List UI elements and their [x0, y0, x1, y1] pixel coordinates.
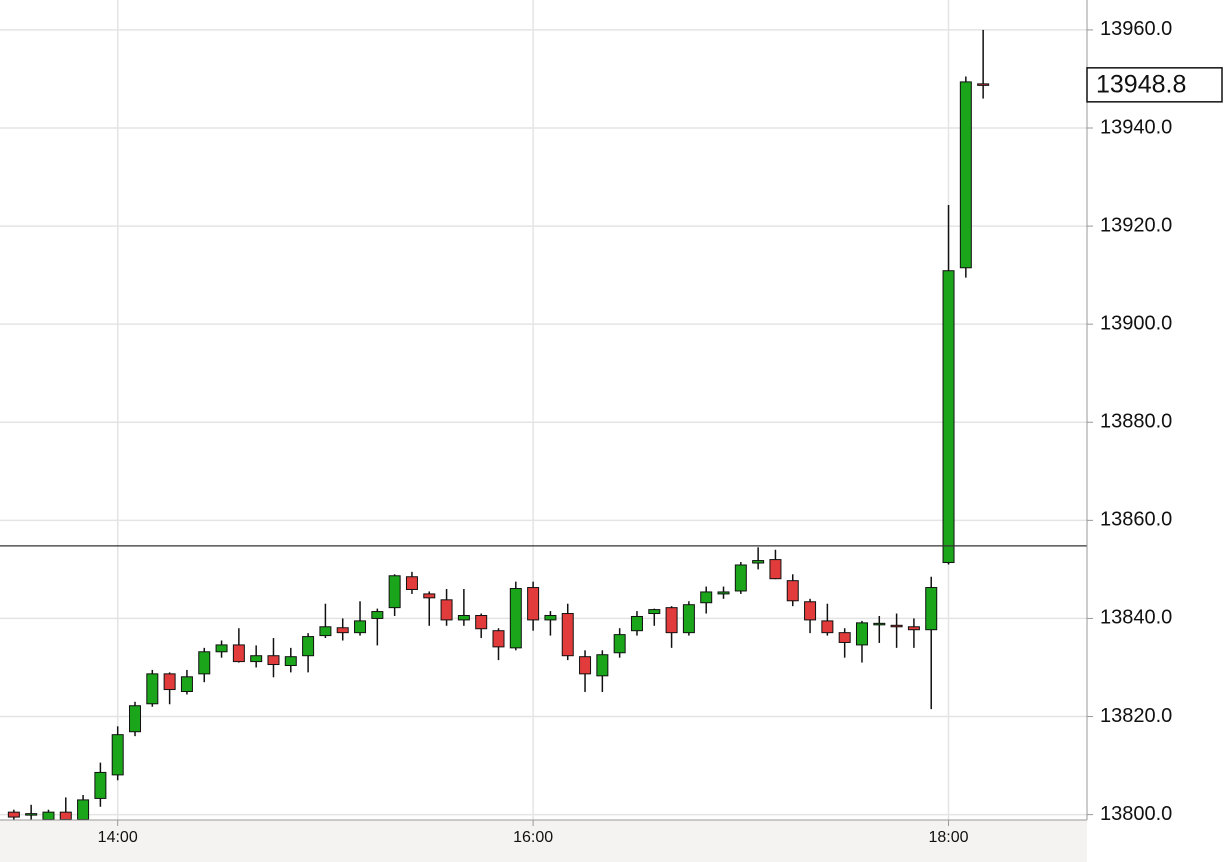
- candle-body: [977, 83, 990, 86]
- candle-body: [596, 654, 609, 677]
- candle-body: [163, 673, 176, 691]
- y-tick-label: 13920.0: [1100, 214, 1172, 236]
- candle-body: [25, 813, 38, 816]
- x-tick-label: 16:00: [513, 829, 553, 846]
- last-price-box: [1086, 67, 1223, 103]
- candle-body: [561, 613, 574, 657]
- candle-body: [492, 630, 505, 648]
- candle-body: [77, 799, 90, 821]
- y-tick-label: 13860.0: [1100, 509, 1172, 531]
- candle-body: [942, 270, 955, 564]
- candle-body: [284, 656, 297, 667]
- candle-body: [804, 601, 817, 621]
- candle-body: [423, 593, 436, 599]
- candle-body: [388, 575, 401, 609]
- candle-body: [180, 676, 193, 693]
- candle-body: [319, 626, 332, 637]
- x-tick-label: 18:00: [929, 829, 969, 846]
- candle-body: [769, 559, 782, 580]
- candle-body: [198, 651, 211, 675]
- candle-body: [405, 576, 418, 590]
- y-tick-label: 13840.0: [1100, 607, 1172, 629]
- candle-body: [734, 564, 747, 592]
- candle-body: [630, 615, 643, 632]
- candle-body: [682, 604, 695, 634]
- candle-body: [250, 655, 263, 663]
- candle-body: [232, 644, 245, 663]
- price-axis-band: [1087, 0, 1232, 862]
- grid: [0, 0, 1087, 820]
- candle-body: [648, 609, 661, 615]
- candle-body: [302, 636, 315, 657]
- candle-body: [111, 734, 124, 776]
- candle-body: [907, 626, 920, 631]
- candle-body: [215, 644, 228, 653]
- candle-body: [371, 611, 384, 619]
- candle-body: [7, 811, 20, 818]
- candle-body: [613, 634, 626, 654]
- candles: [0, 29, 1087, 821]
- candle-body: [129, 705, 142, 733]
- candle-body: [336, 627, 349, 634]
- candle-body: [354, 620, 367, 634]
- candle-body: [855, 622, 868, 646]
- candle-body: [59, 811, 72, 821]
- candle-body: [457, 614, 470, 621]
- candle-body: [94, 771, 107, 799]
- axes: 13800.0 13820.0 13840.0 13860.0 13880.0 13900…: [98, 18, 1223, 846]
- candle-body: [475, 614, 488, 630]
- candle-body: [579, 656, 592, 675]
- candle-body: [959, 81, 972, 269]
- time-axis-band: [0, 820, 1232, 862]
- candle-body: [890, 624, 903, 628]
- candle-body: [42, 811, 55, 821]
- y-tick-label: 13880.0: [1100, 411, 1172, 433]
- candle-body: [509, 588, 522, 649]
- y-tick-label: 13900.0: [1100, 312, 1172, 334]
- candle-body: [665, 607, 678, 634]
- candle-body: [267, 655, 280, 666]
- candle-body: [700, 591, 713, 604]
- y-tick-label: 13800.0: [1100, 803, 1172, 825]
- y-tick-label: 13820.0: [1100, 705, 1172, 727]
- candle-body: [752, 560, 765, 564]
- candle-body: [146, 673, 159, 705]
- candle-body: [717, 591, 730, 595]
- candle-body: [440, 599, 453, 621]
- candle-body: [873, 622, 886, 626]
- candle-body: [544, 614, 557, 621]
- y-tick-label: 13940.0: [1100, 116, 1172, 138]
- y-tick-label: 13960.0: [1100, 18, 1172, 40]
- candle-body: [821, 620, 834, 634]
- candle-body: [838, 632, 851, 643]
- candle-body: [786, 580, 799, 602]
- last-price-label: 13948.8: [1096, 70, 1186, 98]
- candle-body: [527, 587, 540, 621]
- candle-body: [925, 587, 938, 631]
- x-tick-label: 14:00: [98, 829, 138, 846]
